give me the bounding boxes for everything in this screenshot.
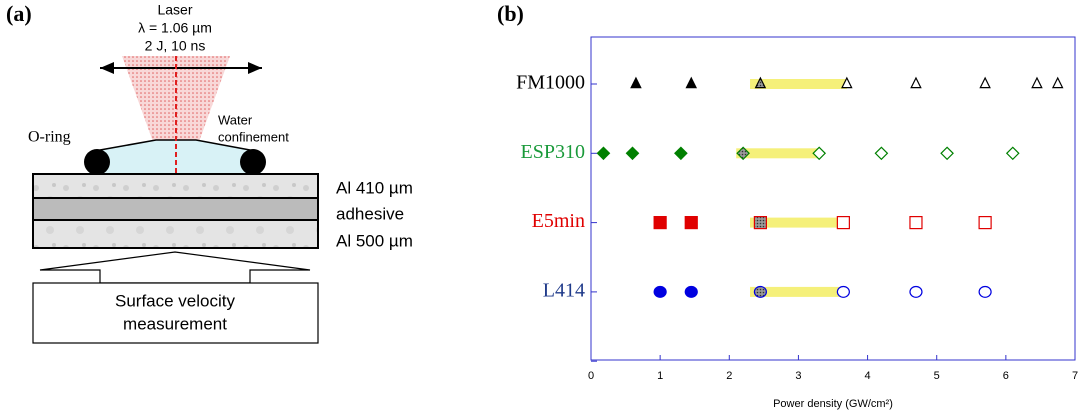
marker — [754, 76, 767, 89]
marker — [1005, 146, 1020, 161]
x-tick-label: 7 — [1072, 370, 1078, 382]
category-label: FM1000 — [516, 72, 585, 94]
marker — [836, 285, 850, 298]
threshold-band — [750, 217, 844, 228]
x-tick-label: 4 — [865, 370, 871, 382]
marker — [978, 285, 992, 298]
marker — [909, 285, 923, 298]
marker — [596, 146, 611, 161]
marker — [753, 216, 768, 230]
x-tick-label: 3 — [795, 370, 801, 382]
measurement-label: Surface velocity — [115, 291, 235, 310]
o-ring — [240, 149, 266, 175]
water-label: Water — [218, 112, 253, 127]
x-tick-label: 0 — [588, 370, 594, 382]
laser-beam — [122, 56, 230, 150]
marker — [685, 76, 698, 89]
marker — [753, 285, 768, 298]
laser-label: λ = 1.06 µm — [138, 20, 212, 36]
marker — [940, 146, 954, 161]
water-label: confinement — [218, 129, 289, 144]
layer — [32, 219, 319, 249]
laser-label: Laser — [157, 2, 192, 18]
panel-label: (b) — [497, 1, 524, 26]
plot-frame — [590, 36, 1076, 361]
x-tick-label: 5 — [934, 370, 940, 382]
oring-label: O-ring — [28, 129, 71, 146]
laser-label: 2 J, 10 ns — [145, 38, 206, 54]
arrow-head — [248, 62, 262, 74]
marker — [836, 216, 850, 230]
marker — [1051, 76, 1064, 89]
layer — [32, 173, 319, 199]
layer — [32, 197, 319, 221]
marker — [684, 216, 698, 230]
marker — [909, 216, 923, 230]
measurement-label: measurement — [123, 314, 227, 333]
marker — [625, 146, 640, 161]
measurement-arrow — [39, 251, 311, 284]
x-axis-label: Power density (GW/cm²) — [773, 398, 893, 410]
layer-label: Al 410 µm — [336, 178, 413, 197]
x-tick-label: 2 — [726, 370, 732, 382]
marker — [674, 146, 688, 161]
threshold-band — [736, 148, 820, 159]
arrow-head — [100, 62, 114, 74]
marker — [812, 146, 827, 161]
marker — [736, 146, 750, 161]
marker — [841, 76, 853, 89]
marker — [874, 146, 889, 161]
threshold-band — [750, 79, 847, 89]
category-label: E5min — [532, 210, 585, 232]
o-ring — [84, 149, 110, 175]
marker — [978, 216, 992, 230]
x-tick-label: 6 — [1003, 370, 1009, 382]
layer-label: Al 500 µm — [336, 231, 413, 250]
marker — [653, 285, 667, 298]
marker — [910, 76, 922, 89]
marker — [684, 285, 698, 298]
x-tick-label: 1 — [657, 370, 663, 382]
category-label: ESP310 — [521, 141, 585, 163]
marker — [1031, 76, 1043, 89]
category-label: L414 — [543, 279, 585, 301]
panel-label: (a) — [6, 1, 32, 26]
marker — [653, 216, 667, 230]
layer-label: adhesive — [336, 204, 404, 223]
marker — [979, 76, 991, 89]
diagram: (a) Laser λ = 1.06 µm 2 J, 10 ns O-ring … — [6, 1, 413, 344]
marker — [630, 76, 642, 89]
measurement-box — [32, 282, 319, 344]
threshold-band — [750, 286, 844, 297]
